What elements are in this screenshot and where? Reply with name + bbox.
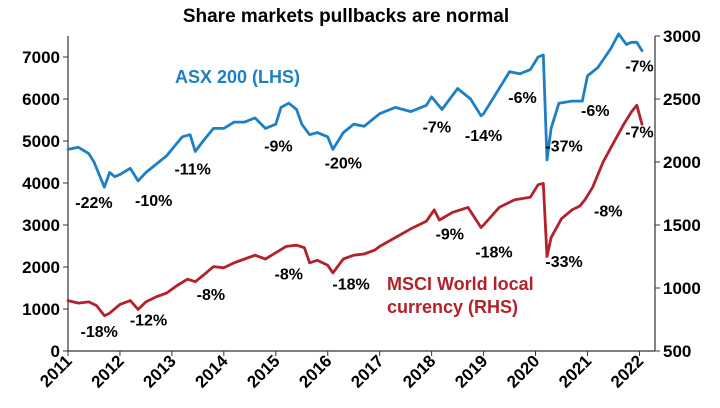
x-tick-label: 2022 [607,351,647,391]
pullback-annotation: -8% [197,287,225,304]
left-tick-label: 5000 [22,132,60,151]
left-y-ticks: 0 1000 2000 3000 4000 5000 6000 7000 [22,48,68,361]
msci-series-label-line1: MSCI World local [387,274,534,294]
x-tick-label: 2015 [243,351,283,391]
pullback-annotation: -7% [625,59,653,76]
x-tick-label: 2012 [88,351,128,391]
left-tick-label: 2000 [22,258,60,277]
right-tick-label: 1500 [663,216,701,235]
pullback-annotation: -8% [594,204,622,221]
asx200-series-line [66,32,644,189]
x-tick-label: 2016 [295,351,335,391]
series-layer [66,32,644,318]
right-y-ticks: 500 1000 1500 2000 2500 3000 [655,27,701,361]
asx-series-label: ASX 200 (LHS) [175,67,300,87]
x-ticks: 2011 2012 2013 2014 2015 2016 2017 2018 2019 2020… [36,351,647,392]
pullback-annotation: -20% [325,155,362,172]
x-tick-label: 2020 [503,351,543,391]
msci-world-series-line [66,103,644,318]
right-tick-label: 2000 [663,153,701,172]
pullback-annotation: -8% [275,267,303,284]
pullback-annotation: -22% [75,195,112,212]
x-tick-label: 2013 [140,351,180,391]
left-tick-label: 3000 [22,216,60,235]
annotation-layer: -22% -10%-11% -9% -20% -7% -14% -6% -37% -6% -7% -… [75,59,653,341]
x-tick-label: 2014 [191,351,232,392]
pullback-annotation: -12% [130,312,167,329]
x-tick-label: 2019 [451,351,491,391]
x-tick-label: 2011 [36,351,76,391]
pullback-annotation: -18% [475,244,512,261]
pullback-annotation: -7% [423,120,451,137]
pullback-annotation: -14% [465,128,502,145]
pullback-annotation: -10% [135,193,172,210]
right-tick-label: 2500 [663,90,701,109]
left-tick-label: 0 [51,342,60,361]
pullback-annotation: -6% [508,90,536,107]
x-tick-label: 2017 [347,351,387,391]
pullback-annotation: -9% [264,139,292,156]
pullback-annotation: -33% [545,254,582,271]
x-tick-label: 2021 [555,351,595,391]
msci-series-label-line2: currency (RHS) [387,297,518,317]
x-tick-label: 2018 [399,351,439,391]
pullback-annotation: -11% [174,162,210,179]
pullback-annotation: -18% [332,276,369,293]
left-tick-label: 6000 [22,90,60,109]
right-tick-label: 500 [663,342,691,361]
pullback-annotation: -7% [625,125,653,142]
pullback-annotation: -37% [545,139,582,156]
right-tick-label: 1000 [663,279,701,298]
left-tick-label: 7000 [22,48,60,67]
pullback-annotation: -6% [581,103,609,120]
left-tick-label: 1000 [22,300,60,319]
pullback-annotation: -9% [436,226,464,243]
left-tick-label: 4000 [22,174,60,193]
chart-title: Share markets pullbacks are normal [183,6,509,27]
right-tick-label: 3000 [663,27,701,46]
pullback-annotation: -18% [80,324,117,341]
